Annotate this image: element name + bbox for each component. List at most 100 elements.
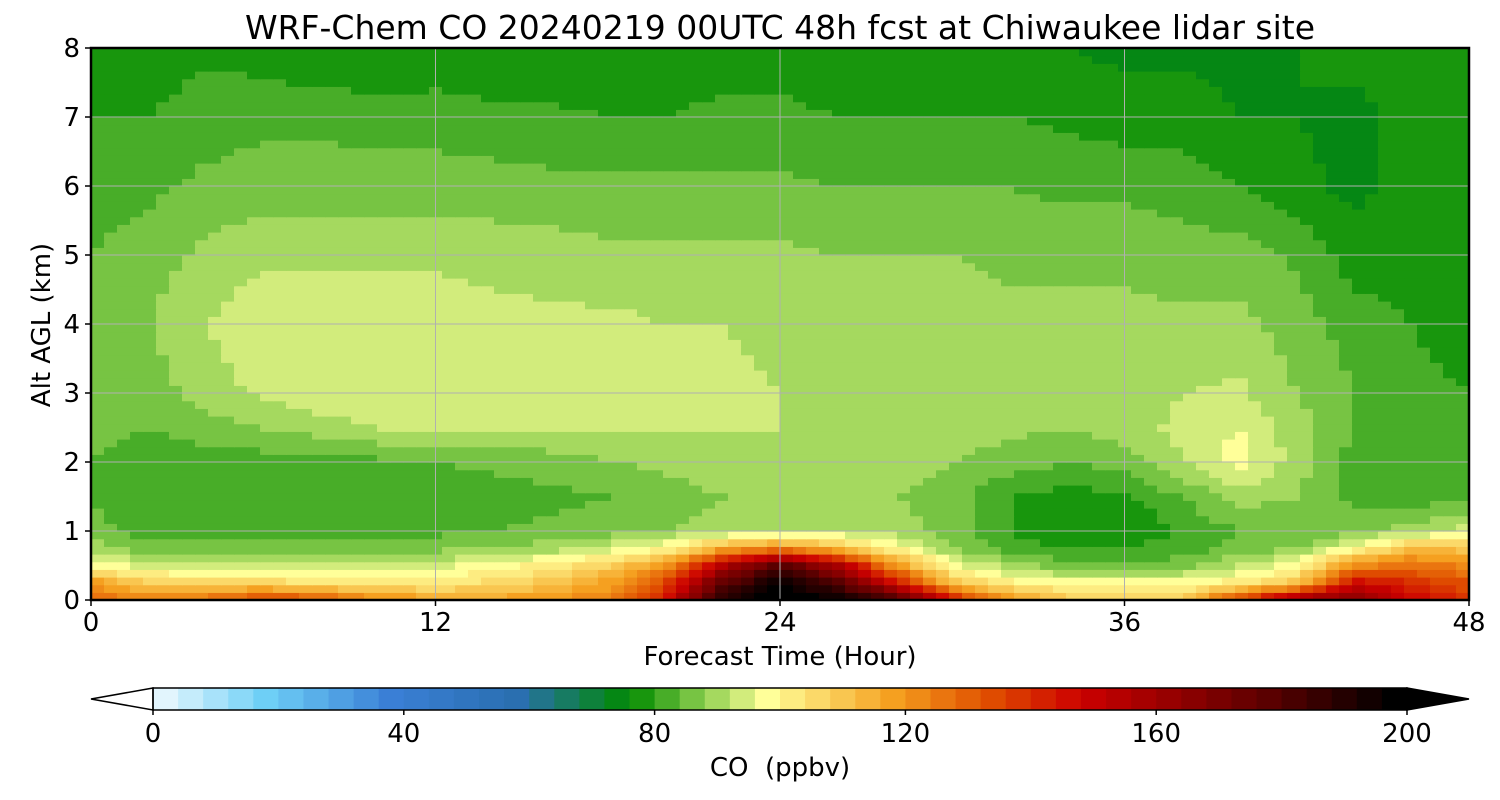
- heatmap-cell: [1001, 293, 1015, 302]
- heatmap-cell: [1404, 500, 1418, 509]
- heatmap-cell: [1456, 331, 1469, 340]
- heatmap-cell: [988, 301, 1002, 310]
- heatmap-cell: [676, 454, 690, 463]
- heatmap-cell: [1144, 592, 1158, 600]
- heatmap-cell: [1079, 385, 1093, 394]
- heatmap-cell: [1443, 592, 1457, 600]
- heatmap-cell: [1261, 262, 1275, 271]
- heatmap-cell: [1092, 569, 1106, 578]
- heatmap-cell: [299, 462, 313, 471]
- heatmap-cell: [169, 270, 183, 279]
- heatmap-cell: [234, 561, 248, 570]
- heatmap-cell: [208, 577, 222, 586]
- heatmap-cell: [260, 523, 274, 532]
- heatmap-cell: [1417, 285, 1431, 294]
- heatmap-cell: [260, 531, 274, 540]
- heatmap-cell: [663, 324, 677, 333]
- heatmap-cell: [819, 316, 833, 325]
- heatmap-cell: [442, 492, 456, 501]
- heatmap-cell: [663, 554, 677, 563]
- heatmap-cell: [312, 462, 326, 471]
- heatmap-cell: [1365, 423, 1379, 432]
- heatmap-cell: [403, 262, 417, 271]
- heatmap-cell: [1157, 538, 1171, 547]
- heatmap-cell: [351, 554, 365, 563]
- heatmap-cell: [169, 584, 183, 593]
- heatmap-cell: [611, 569, 625, 578]
- heatmap-cell: [247, 385, 261, 394]
- heatmap-cell: [117, 293, 131, 302]
- heatmap-cell: [676, 462, 690, 471]
- heatmap-cell: [845, 577, 859, 586]
- heatmap-cell: [1170, 439, 1184, 448]
- heatmap-cell: [1456, 469, 1469, 478]
- heatmap-cell: [728, 385, 742, 394]
- heatmap-cell: [416, 454, 430, 463]
- heatmap-cell: [1144, 416, 1158, 425]
- heatmap-cell: [1365, 247, 1379, 256]
- heatmap-cell: [1352, 492, 1366, 501]
- heatmap-cell: [1417, 385, 1431, 394]
- heatmap-cell: [1092, 508, 1106, 517]
- heatmap-cell: [221, 577, 235, 586]
- heatmap-cell: [1053, 439, 1067, 448]
- heatmap-cell: [1235, 531, 1249, 540]
- heatmap-cell: [650, 308, 664, 317]
- heatmap-cell: [455, 377, 469, 386]
- heatmap-cell: [273, 446, 287, 455]
- heatmap-cell: [910, 239, 924, 248]
- heatmap-cell: [234, 308, 248, 317]
- heatmap-cell: [689, 239, 703, 248]
- heatmap-cell: [819, 278, 833, 287]
- heatmap-cell: [585, 423, 599, 432]
- heatmap-cell: [728, 469, 742, 478]
- heatmap-cell: [403, 554, 417, 563]
- heatmap-cell: [702, 255, 716, 264]
- heatmap-cell: [1053, 385, 1067, 394]
- heatmap-cell: [559, 408, 573, 417]
- heatmap-cell: [182, 278, 196, 287]
- heatmap-cell: [1144, 362, 1158, 371]
- heatmap-cell: [1248, 454, 1262, 463]
- heatmap-cell: [195, 523, 209, 532]
- heatmap-cell: [1092, 400, 1106, 409]
- heatmap-cell: [637, 301, 651, 310]
- heatmap-cell: [923, 592, 937, 600]
- heatmap-cell: [962, 492, 976, 501]
- heatmap-cell: [1014, 354, 1028, 363]
- heatmap-cell: [221, 538, 235, 547]
- heatmap-cell: [299, 285, 313, 294]
- heatmap-cell: [1183, 462, 1197, 471]
- heatmap-cell: [507, 492, 521, 501]
- heatmap-cell: [676, 546, 690, 555]
- heatmap-cell: [533, 385, 547, 394]
- heatmap-cell: [923, 293, 937, 302]
- heatmap-cell: [663, 270, 677, 279]
- heatmap-cell: [559, 301, 573, 310]
- heatmap-cell: [793, 331, 807, 340]
- heatmap-cell: [806, 454, 820, 463]
- heatmap-cell: [754, 270, 768, 279]
- heatmap-cell: [416, 339, 430, 348]
- heatmap-cell: [169, 316, 183, 325]
- heatmap-cell: [468, 385, 482, 394]
- heatmap-cell: [104, 416, 118, 425]
- heatmap-cell: [949, 584, 963, 593]
- heatmap-cell: [897, 308, 911, 317]
- heatmap-cell: [1027, 538, 1041, 547]
- heatmap-cell: [1378, 377, 1392, 386]
- heatmap-cell: [676, 515, 690, 524]
- heatmap-cell: [520, 592, 534, 600]
- heatmap-cell: [377, 569, 391, 578]
- heatmap-cell: [91, 239, 105, 248]
- heatmap-cell: [1287, 408, 1301, 417]
- heatmap-cell: [572, 508, 586, 517]
- heatmap-cell: [1261, 370, 1275, 379]
- heatmap-cell: [702, 270, 716, 279]
- heatmap-cell: [975, 255, 989, 264]
- heatmap-cell: [962, 285, 976, 294]
- heatmap-cell: [910, 538, 924, 547]
- heatmap-cell: [715, 439, 729, 448]
- heatmap-cell: [377, 377, 391, 386]
- heatmap-cell: [1235, 362, 1249, 371]
